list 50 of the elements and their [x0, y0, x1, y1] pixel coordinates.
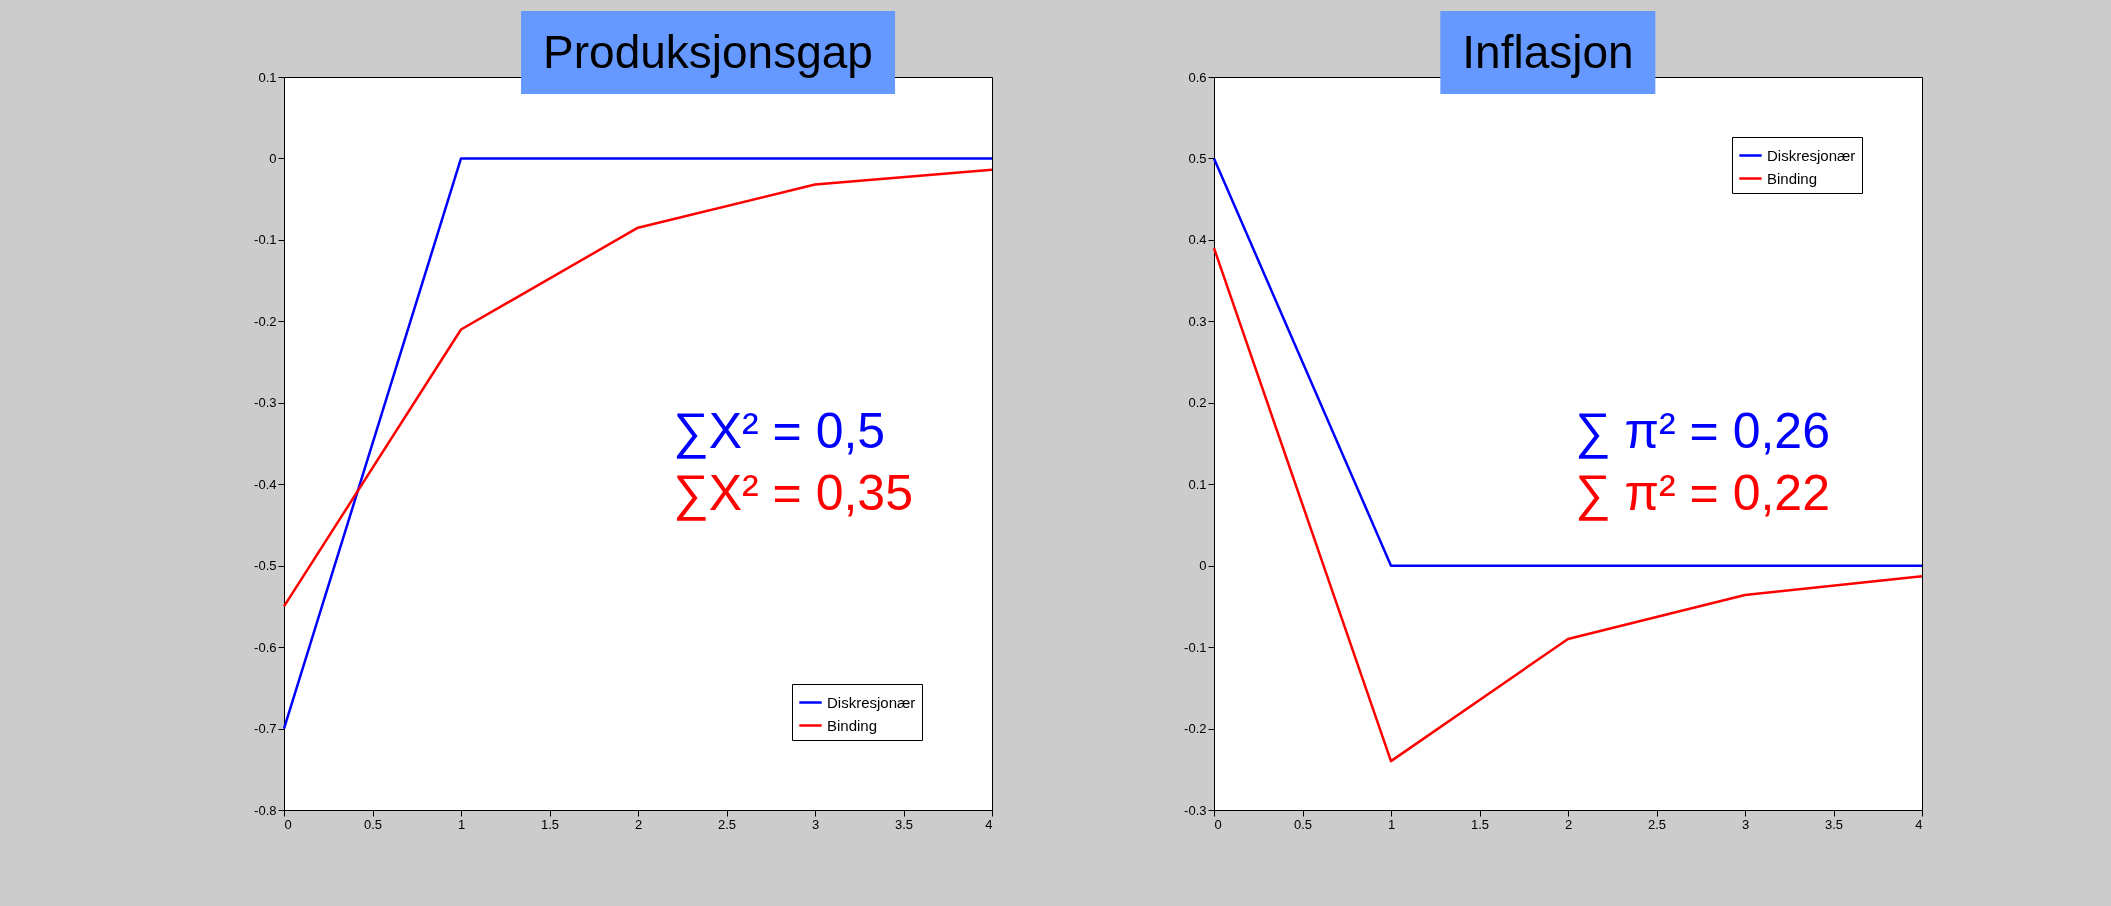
- y-tick-label: 0.2: [1188, 395, 1207, 411]
- y-tick-label: 0.5: [1188, 150, 1207, 166]
- x-tick-label: 2.5: [717, 816, 737, 832]
- legend-label: Binding: [827, 716, 878, 734]
- x-tick-label: 4: [1915, 816, 1923, 832]
- x-tick-label: 0.5: [363, 816, 383, 832]
- annotation: ∑X² = 0,35: [673, 464, 913, 522]
- y-tick-label: -0.2: [254, 313, 277, 329]
- x-tick-label: 0: [284, 816, 292, 832]
- x-tick-label: 2: [634, 816, 643, 832]
- x-tick-label: 1.5: [1470, 816, 1490, 832]
- y-tick-label: -0.1: [1184, 639, 1207, 655]
- y-tick-label: -0.3: [1184, 802, 1207, 818]
- legend-label: Binding: [1767, 169, 1818, 187]
- x-tick-label: 3.5: [894, 816, 914, 832]
- x-tick-label: 1.5: [540, 816, 560, 832]
- chart-title: Inflasjon: [1440, 11, 1656, 94]
- y-tick-label: -0.6: [254, 639, 277, 655]
- x-tick-label: 2.5: [1647, 816, 1667, 832]
- chart-title: Produksjonsgap: [521, 11, 895, 94]
- y-tick-label: -0.8: [254, 802, 277, 818]
- annotation: ∑ π² = 0,26: [1575, 402, 1830, 460]
- legend-label: Diskresjonær: [827, 693, 916, 711]
- line-series: [282, 168, 994, 608]
- x-tick-label: 1: [1387, 816, 1396, 832]
- y-tick-label: -0.3: [254, 395, 277, 411]
- y-tick-label: 0: [269, 150, 277, 166]
- line-series: [1212, 246, 1924, 763]
- y-tick-label: 0.4: [1188, 232, 1207, 248]
- y-tick-label: 0.1: [258, 69, 277, 85]
- annotation: ∑ π² = 0,22: [1575, 464, 1830, 522]
- x-tick-label: 3.5: [1824, 816, 1844, 832]
- annotation: ∑X² = 0,5: [673, 402, 886, 460]
- legend-label: Diskresjonær: [1767, 146, 1856, 164]
- y-tick-label: 0.3: [1188, 313, 1207, 329]
- y-tick-label: -0.1: [254, 232, 277, 248]
- y-tick-label: 0: [1199, 558, 1207, 574]
- x-tick-label: 0.5: [1293, 816, 1313, 832]
- y-tick-label: -0.5: [254, 558, 277, 574]
- y-tick-label: -0.2: [1184, 721, 1207, 737]
- y-tick-label: -0.7: [254, 721, 277, 737]
- y-tick-label: -0.4: [254, 476, 277, 492]
- x-tick-label: 1: [457, 816, 466, 832]
- x-tick-label: 4: [985, 816, 993, 832]
- y-tick-label: 0.1: [1188, 476, 1207, 492]
- x-tick-label: 2: [1564, 816, 1573, 832]
- y-tick-label: 0.6: [1188, 69, 1207, 85]
- x-tick-label: 3: [1741, 816, 1750, 832]
- x-tick-label: 3: [811, 816, 820, 832]
- x-tick-label: 0: [1214, 816, 1222, 832]
